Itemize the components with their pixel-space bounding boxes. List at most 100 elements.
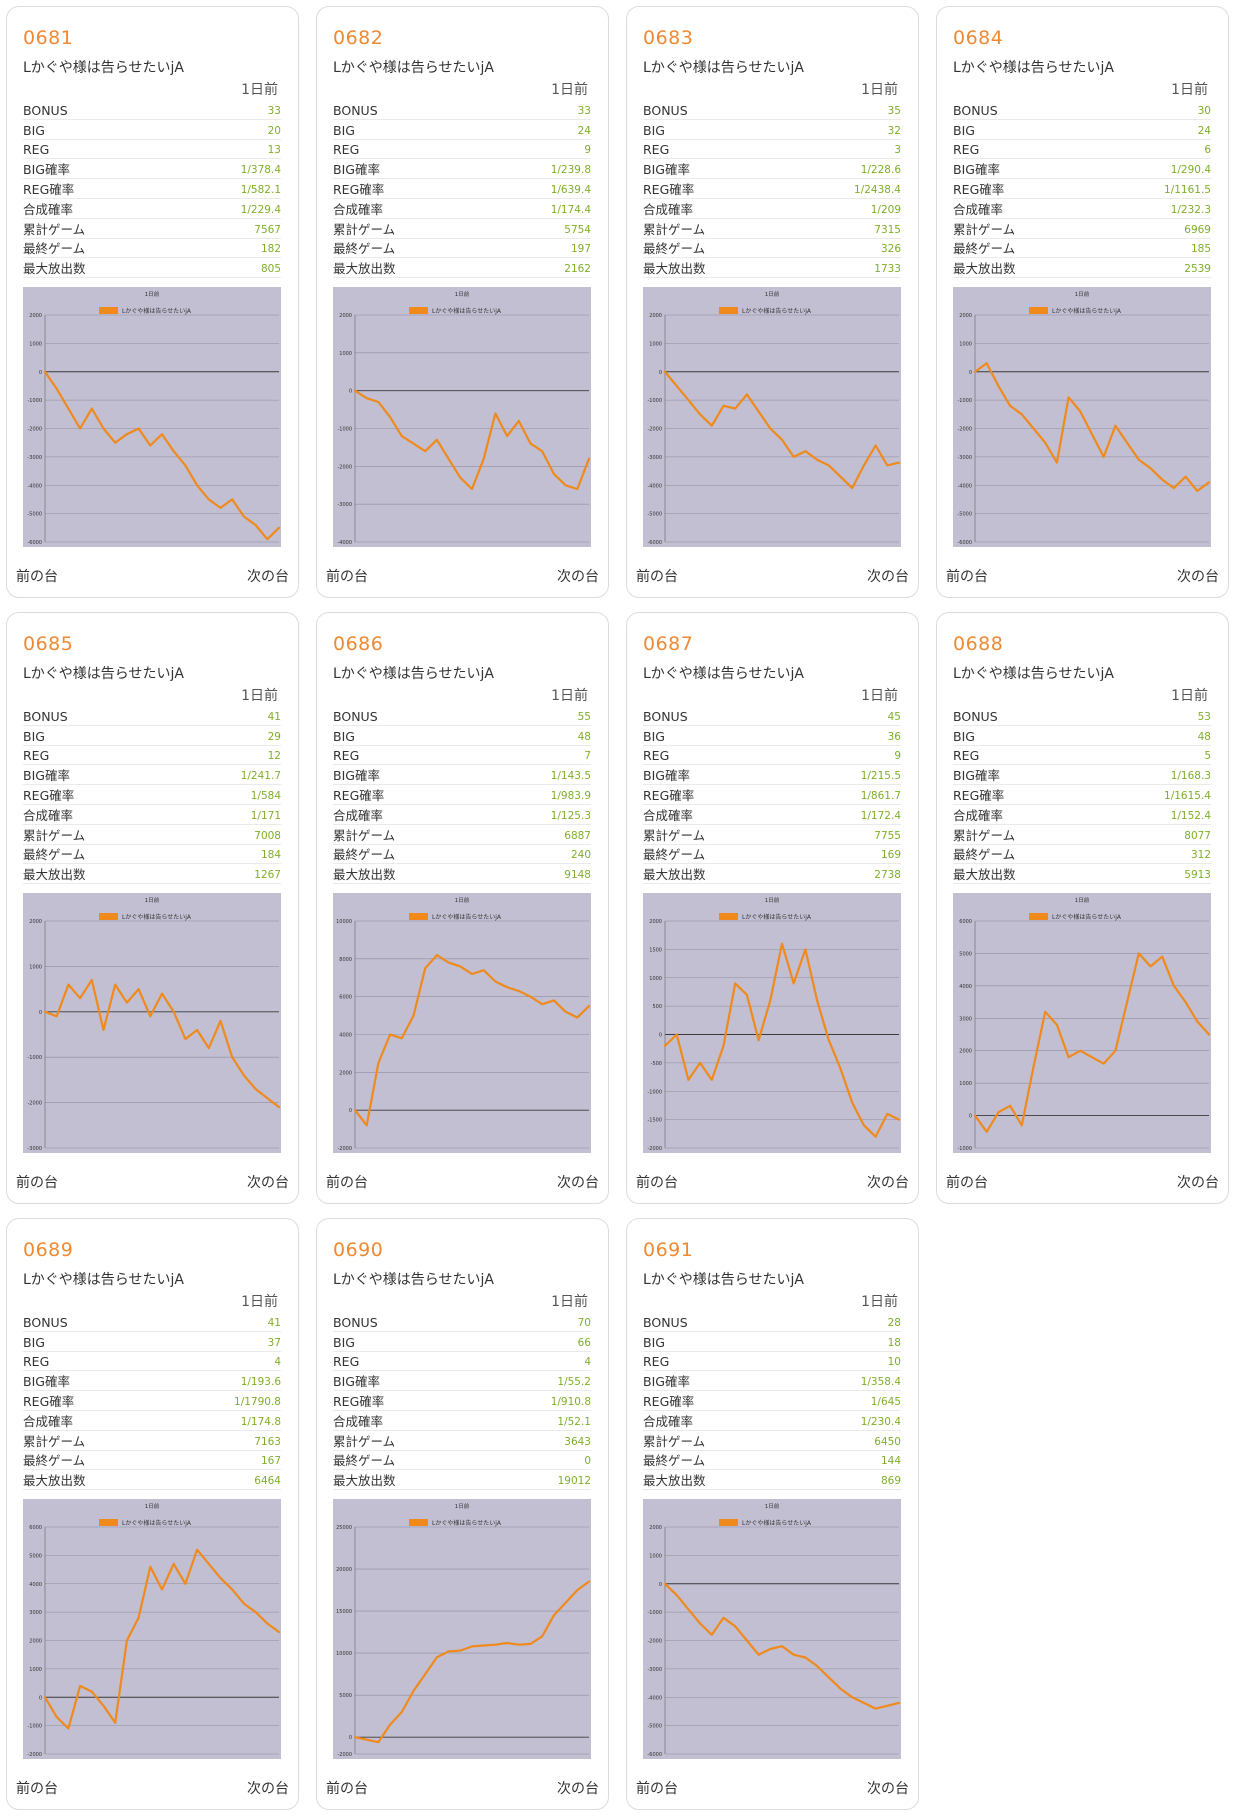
y-tick-label: -3000 bbox=[27, 1146, 42, 1152]
machine-number[interactable]: 0688 bbox=[953, 633, 1004, 655]
stat-value: 3643 bbox=[564, 1435, 591, 1448]
legend-swatch bbox=[99, 1519, 118, 1526]
next-machine-link[interactable]: 次の台 bbox=[867, 1781, 909, 1797]
stat-label: 最終ゲーム bbox=[23, 241, 86, 257]
prev-machine-link[interactable]: 前の台 bbox=[636, 1781, 678, 1797]
stat-row: 累計ゲーム 7008 bbox=[23, 825, 281, 845]
stat-value: 1/209 bbox=[870, 203, 901, 216]
y-tick-label: 1000 bbox=[959, 341, 972, 347]
y-tick-label: -1000 bbox=[27, 1724, 42, 1730]
legend-swatch bbox=[409, 1519, 428, 1526]
series-line bbox=[973, 362, 1211, 492]
machine-number[interactable]: 0687 bbox=[643, 633, 694, 655]
prev-machine-link[interactable]: 前の台 bbox=[326, 569, 368, 585]
history-chart-svg: 1日前 Lかぐや様は告らせたいjA 2000 1000 0 -1000 -2000 -3000… bbox=[953, 287, 1211, 547]
stat-label: BONUS bbox=[643, 708, 688, 724]
y-tick-label: 2000 bbox=[29, 1639, 42, 1645]
stat-value: 33 bbox=[267, 104, 281, 117]
prev-machine-link[interactable]: 前の台 bbox=[946, 1175, 988, 1191]
y-tick-label: -4000 bbox=[27, 483, 42, 489]
machine-name: Lかぐや様は告らせたいjA bbox=[333, 60, 494, 76]
y-tick-label: 500 bbox=[652, 1004, 662, 1010]
legend-swatch bbox=[719, 913, 738, 920]
prev-machine-link[interactable]: 前の台 bbox=[16, 1781, 58, 1797]
legend-label: Lかぐや様は告らせたいjA bbox=[1052, 307, 1122, 315]
next-machine-link[interactable]: 次の台 bbox=[247, 1781, 289, 1797]
stat-label: REG bbox=[643, 1354, 670, 1370]
y-tick-label: 2000 bbox=[339, 1070, 352, 1076]
y-tick-label: -1000 bbox=[957, 398, 972, 404]
machine-number[interactable]: 0691 bbox=[643, 1239, 694, 1261]
next-machine-link[interactable]: 次の台 bbox=[867, 569, 909, 585]
machine-number[interactable]: 0689 bbox=[23, 1239, 74, 1261]
series-line bbox=[663, 942, 901, 1138]
y-tick-label: 1000 bbox=[649, 1553, 662, 1559]
stat-row: 最大放出数 2539 bbox=[953, 258, 1211, 279]
next-machine-link[interactable]: 次の台 bbox=[1177, 569, 1219, 585]
prev-machine-link[interactable]: 前の台 bbox=[326, 1175, 368, 1191]
stat-label: BIG確率 bbox=[953, 162, 1000, 178]
stat-value: 240 bbox=[570, 849, 591, 862]
history-chart-svg: 1日前 Lかぐや様は告らせたいjA 2000 1000 0 -1000 -2000 -3000 bbox=[23, 893, 281, 1153]
y-tick-label: 2000 bbox=[959, 313, 972, 319]
y-tick-label: 2000 bbox=[649, 313, 662, 319]
stat-value: 33 bbox=[577, 104, 591, 117]
machine-number[interactable]: 0686 bbox=[333, 633, 384, 655]
y-tick-label: 4000 bbox=[339, 1033, 352, 1039]
machine-number[interactable]: 0685 bbox=[23, 633, 74, 655]
stat-value: 1/174.4 bbox=[550, 203, 591, 216]
plot-background bbox=[643, 893, 901, 1153]
stat-row: 合成確率 1/171 bbox=[23, 805, 281, 825]
chart-title: 1日前 bbox=[1075, 290, 1090, 298]
stat-value: 197 bbox=[570, 243, 591, 256]
stat-label: BONUS bbox=[333, 1314, 378, 1330]
machine-number[interactable]: 0681 bbox=[23, 27, 74, 49]
stat-value: 1/230.4 bbox=[860, 1415, 901, 1428]
history-chart: 1日前 Lかぐや様は告らせたいjA 2000 1000 0 -1000 -2000 -3000 bbox=[23, 893, 281, 1153]
stat-label: BIG確率 bbox=[333, 1374, 380, 1390]
machine-number[interactable]: 0683 bbox=[643, 27, 694, 49]
y-tick-label: -1000 bbox=[27, 398, 42, 404]
stat-label: 合成確率 bbox=[643, 807, 694, 823]
stat-label: BIG bbox=[953, 122, 975, 138]
machine-number[interactable]: 0684 bbox=[953, 27, 1004, 49]
y-tick-label: -500 bbox=[651, 1061, 662, 1067]
machine-number[interactable]: 0690 bbox=[333, 1239, 384, 1261]
stat-value: 1/229.4 bbox=[240, 203, 281, 216]
prev-machine-link[interactable]: 前の台 bbox=[16, 569, 58, 585]
prev-machine-link[interactable]: 前の台 bbox=[326, 1781, 368, 1797]
y-tick-label: -1000 bbox=[957, 1146, 972, 1152]
next-machine-link[interactable]: 次の台 bbox=[247, 569, 289, 585]
prev-machine-link[interactable]: 前の台 bbox=[946, 569, 988, 585]
next-machine-link[interactable]: 次の台 bbox=[867, 1175, 909, 1191]
stat-value: 53 bbox=[1197, 710, 1211, 723]
y-tick-label: 1000 bbox=[959, 1081, 972, 1087]
y-tick-label: 0 bbox=[659, 370, 662, 376]
machine-name: Lかぐや様は告らせたいjA bbox=[23, 60, 184, 76]
y-tick-label: 10000 bbox=[336, 1651, 352, 1657]
prev-machine-link[interactable]: 前の台 bbox=[636, 1175, 678, 1191]
y-tick-label: 3000 bbox=[959, 1016, 972, 1022]
stat-value: 1/215.5 bbox=[860, 770, 901, 783]
stat-label: BONUS bbox=[23, 1314, 68, 1330]
next-machine-link[interactable]: 次の台 bbox=[247, 1175, 289, 1191]
stat-value: 35 bbox=[887, 104, 901, 117]
stat-row: BONUS 55 bbox=[333, 706, 591, 726]
machine-name: Lかぐや様は告らせたいjA bbox=[333, 1272, 494, 1288]
stat-value: 19012 bbox=[557, 1475, 591, 1488]
prev-machine-link[interactable]: 前の台 bbox=[16, 1175, 58, 1191]
next-machine-link[interactable]: 次の台 bbox=[557, 1781, 599, 1797]
stat-value: 1267 bbox=[254, 869, 281, 882]
next-machine-link[interactable]: 次の台 bbox=[557, 569, 599, 585]
history-chart: 1日前 Lかぐや様は告らせたいjA 6000 5000 4000 3000 2000 1000… bbox=[953, 893, 1211, 1153]
next-machine-link[interactable]: 次の台 bbox=[1177, 1175, 1219, 1191]
machine-number[interactable]: 0682 bbox=[333, 27, 384, 49]
stat-row: REG 4 bbox=[333, 1352, 591, 1372]
stat-value: 29 bbox=[267, 730, 281, 743]
prev-machine-link[interactable]: 前の台 bbox=[636, 569, 678, 585]
next-machine-link[interactable]: 次の台 bbox=[557, 1175, 599, 1191]
stat-row: BONUS 33 bbox=[23, 100, 281, 120]
stat-value: 41 bbox=[267, 710, 281, 723]
stat-row: 合成確率 1/172.4 bbox=[643, 805, 901, 825]
stat-value: 1/52.1 bbox=[557, 1415, 591, 1428]
